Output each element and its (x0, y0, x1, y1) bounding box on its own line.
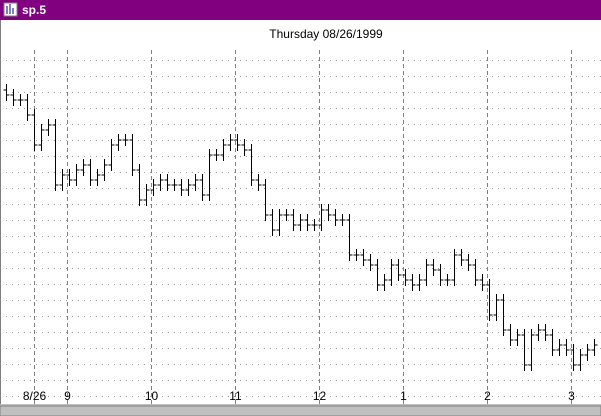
chart: Thursday 08/26/1999 8/26 9 10 11 12 1 2 3 (0, 20, 601, 416)
x-tick-label: 8/26 (23, 389, 47, 403)
app-icon (3, 2, 18, 17)
x-tick-label: 9 (64, 389, 71, 403)
window-title: sp.5 (22, 3, 47, 17)
x-tick-label: 12 (313, 389, 327, 403)
chart-title: Thursday 08/26/1999 (269, 27, 383, 41)
x-tick-label: 11 (229, 389, 242, 403)
bottom-strip (0, 405, 601, 416)
x-tick-label: 2 (484, 389, 491, 403)
x-tick-label: 1 (400, 389, 407, 403)
x-tick-label: 3 (568, 389, 575, 403)
title-bar[interactable]: sp.5 (0, 0, 601, 20)
x-tick-label: 10 (145, 389, 159, 403)
